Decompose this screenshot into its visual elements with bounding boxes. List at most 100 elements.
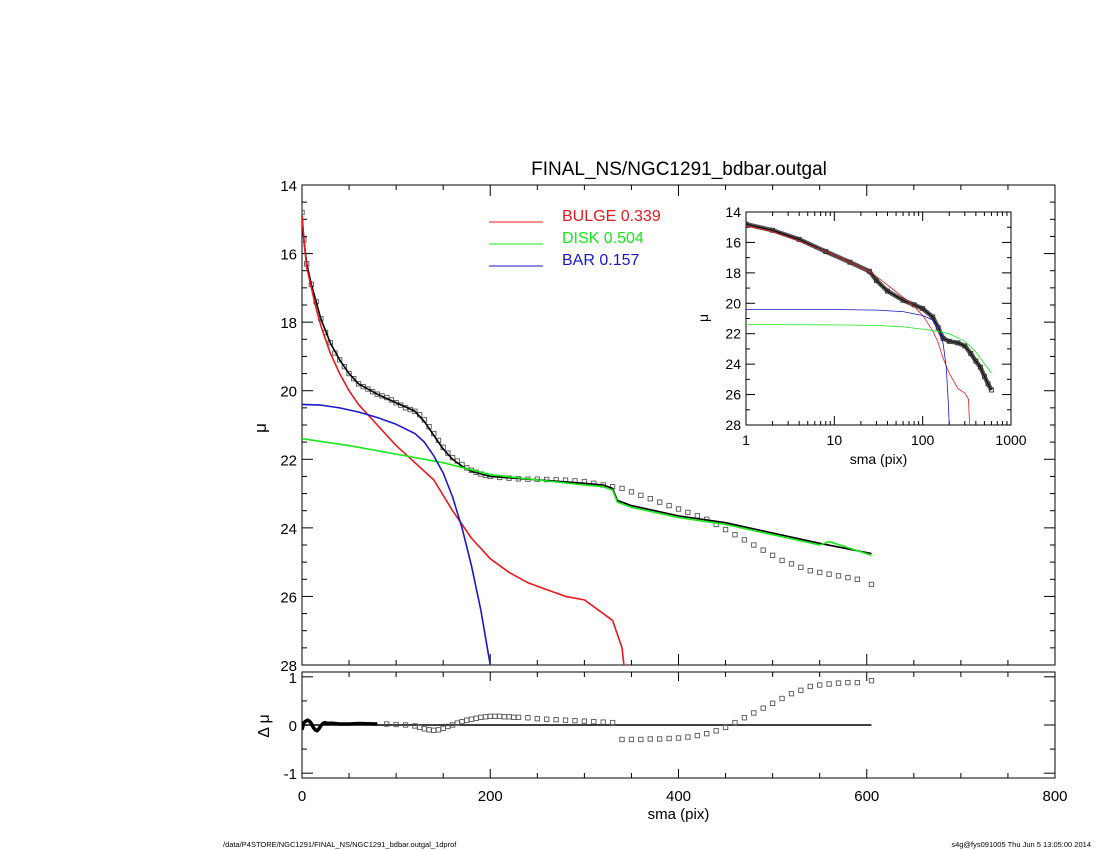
main-y-tick-label: 20 (280, 384, 297, 401)
resid-series-residual-point (572, 718, 578, 724)
resid-series-residual-point (562, 717, 569, 723)
resid-series-residual-point (464, 717, 470, 723)
main-series-observed-point (337, 357, 343, 363)
resid-x-tick-label: 400 (666, 788, 691, 805)
inset-y-axis-label: μ (695, 314, 711, 322)
inset-series-observed-point (985, 381, 991, 387)
resid-series-residual-point (835, 680, 842, 686)
main-y-tick-label: 22 (280, 452, 297, 469)
resid-series-residual-point (666, 735, 672, 742)
resid-x-axis: 0 200 400 600 800 (298, 672, 1068, 805)
resid-series-residual-point (440, 725, 446, 732)
resid-series-residual-point (417, 724, 423, 731)
main-series-bar-line (302, 403, 492, 665)
main-series-observed-point (835, 573, 842, 579)
resid-x-tick-label: 600 (854, 788, 879, 805)
resid-series-residual-point (478, 714, 484, 720)
main-series-disk-line (302, 437, 872, 557)
main-series-observed-point (327, 340, 333, 346)
inset-series-observed-point (746, 221, 749, 227)
resid-series-residual-point (751, 710, 757, 716)
main-series-observed-point (769, 552, 776, 558)
resid-series-residual-point (807, 683, 813, 690)
inset-series-observed-point (930, 314, 936, 320)
inset-background (746, 212, 1011, 425)
resid-series-residual-point (534, 716, 540, 722)
main-series-observed-point (713, 521, 719, 528)
main-series-observed-point (685, 509, 691, 516)
resid-series-residual-point (619, 736, 625, 743)
resid-series-residual-point (647, 736, 653, 742)
main-profile-panel: 14 16 18 20 22 24 26 28 μ BULGE 0.339 DISK 0.504 BA… (251, 178, 1056, 675)
resid-series-residual-point (581, 718, 588, 724)
resid-x-axis-label: sma (pix) (648, 806, 710, 823)
inset-series-observed-point (900, 297, 906, 303)
resid-y-axis-label: Δ μ (256, 714, 273, 737)
resid-series-residual-point (741, 715, 748, 721)
resid-series-residual-point (393, 721, 399, 728)
main-series-disk (302, 437, 872, 557)
resid-x-tick-label: 0 (298, 788, 306, 805)
inset-y-tick-label: 16 (725, 234, 741, 250)
resid-series-residual-point (685, 734, 691, 740)
main-y-axis: 14 16 18 20 22 24 26 28 (280, 178, 1055, 675)
main-series-total-line (302, 215, 872, 555)
footer-timestamp: s4g@fys091005 Thu Jun 5 13:05:00 2014 (951, 840, 1091, 849)
inset-series-observed-point (955, 340, 961, 346)
inset-series-observed-point (940, 335, 946, 341)
main-series-observed-point (666, 502, 672, 509)
main-series-observed-point (355, 381, 362, 387)
inset-series-observed-point (823, 249, 829, 255)
inset-series-observed-point (885, 288, 890, 294)
inset-x-axis-label: sma (pix) (850, 451, 908, 467)
resid-series-residual-point (501, 714, 508, 720)
resid-series-inner-residual (302, 718, 378, 733)
resid-series-residual-point (713, 728, 719, 734)
inset-x-tick-label: 10 (827, 432, 843, 448)
resid-series-residual-point (525, 715, 531, 721)
main-series-observed-point (544, 476, 550, 483)
resid-series-residual-point (384, 721, 390, 727)
main-series-observed-point (788, 561, 795, 567)
resid-series-residual-point (675, 735, 682, 741)
inset-log-panel: 14 16 18 20 22 24 26 281 10 100 1000 sma (pix) μ (695, 204, 1027, 467)
resid-series-residual-point (732, 719, 738, 726)
resid-series-residual-point (515, 714, 522, 720)
main-series-observed-point (760, 547, 766, 553)
main-series-observed-point (845, 574, 851, 581)
main-y-tick-label: 24 (280, 521, 297, 538)
resid-y-tick-label: 0 (289, 718, 297, 735)
main-series-observed-point (732, 532, 738, 538)
resid-series-residual-point (779, 695, 785, 702)
main-series-observed-point (675, 506, 682, 512)
resid-series-residual-point (426, 727, 432, 733)
resid-y-tick-label: -1 (284, 766, 297, 783)
inset-series-bar (746, 308, 950, 425)
main-series-observed-point (346, 370, 352, 377)
main-series-observed-point (807, 568, 813, 574)
main-series-observed-point (365, 386, 371, 392)
main-series-observed-point (779, 557, 785, 564)
inset-series-observed-point (847, 259, 853, 265)
inset-series-bar-line (746, 308, 950, 425)
main-series-observed-point (854, 576, 860, 582)
main-series-observed-point (722, 526, 729, 533)
main-series-bulge-line (302, 215, 625, 665)
main-y-tick-label: 28 (280, 658, 297, 675)
legend-label: DISK 0.504 (562, 230, 644, 247)
resid-series-residual-point (459, 718, 465, 725)
resid-series-residual-point (511, 714, 517, 720)
resid-series-residual-point (468, 716, 475, 722)
resid-series-residual-point (492, 713, 498, 719)
inset-series-observed-point (874, 278, 879, 283)
resid-series-residual-point (628, 736, 635, 743)
inset-series-bulge (746, 225, 971, 425)
inset-series-disk-line (746, 324, 992, 374)
inset-series-observed-point (946, 338, 952, 344)
main-series-observed-point (619, 485, 625, 492)
resid-series-inner-residual-line (302, 718, 378, 733)
main-series-observed-point (647, 496, 653, 502)
inset-x-tick-label: 1 (742, 432, 750, 448)
